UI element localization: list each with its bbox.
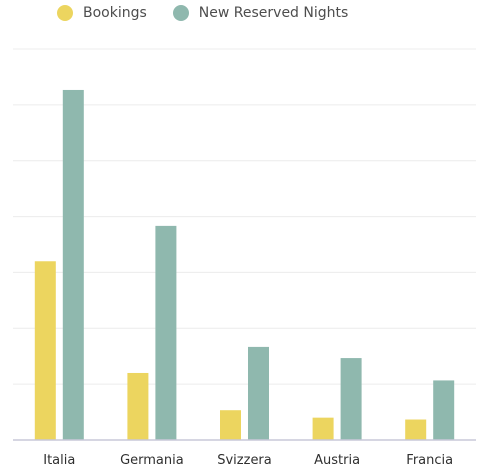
legend-swatch-new-reserved-nights [172,5,189,21]
bars [34,89,455,440]
bar-new-reserved-nights-germania[interactable] [155,225,177,440]
legend-item-new-reserved-nights[interactable]: New Reserved Nights [172,5,349,21]
bar-new-reserved-nights-svizzera[interactable] [248,346,269,440]
bar-bookings-svizzera[interactable] [220,410,241,440]
x-axis-labels: Italia Germania Svizzera Austria Francia [43,453,453,468]
x-tick-label: Svizzera [217,453,272,468]
bar-bookings-francia[interactable] [405,419,427,440]
bar-bookings-germania[interactable] [127,372,149,440]
bar-new-reserved-nights-austria[interactable] [340,358,362,440]
x-tick-label: Germania [120,453,184,468]
bar-bookings-austria[interactable] [312,417,334,440]
bar-new-reserved-nights-francia[interactable] [433,380,455,440]
legend: Bookings New Reserved Nights [57,5,348,21]
x-tick-label: Austria [314,453,360,468]
x-tick-label: Francia [406,453,453,468]
x-tick-label: Italia [43,453,75,468]
legend-swatch-bookings [57,5,73,21]
bar-bookings-italia[interactable] [34,261,56,440]
legend-item-bookings[interactable]: Bookings [57,5,147,21]
legend-label-new-reserved-nights: New Reserved Nights [198,5,349,21]
legend-label-bookings: Bookings [83,5,147,21]
bar-new-reserved-nights-italia[interactable] [62,89,84,440]
